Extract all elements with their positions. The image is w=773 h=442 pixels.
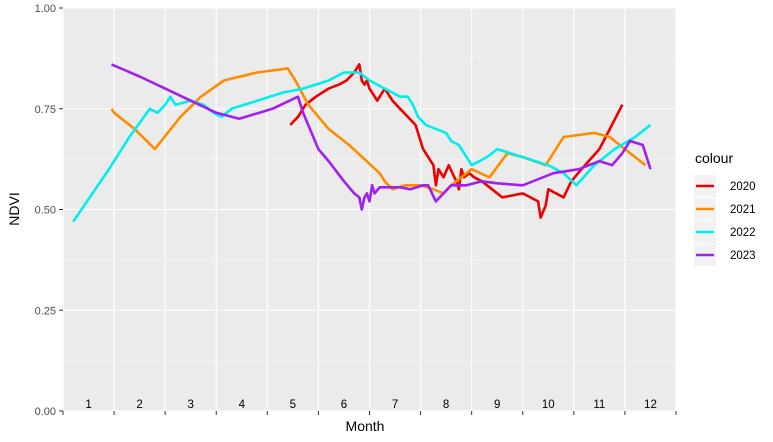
month-label: 5 <box>290 399 296 411</box>
legend-label-2022: 2022 <box>730 227 756 239</box>
month-label: 6 <box>341 399 347 411</box>
y-tick-label: 0.75 <box>35 104 56 116</box>
legend-label-2023: 2023 <box>730 250 756 262</box>
legend-title: colour <box>695 150 733 166</box>
series-line-2020 <box>289 63 624 219</box>
legend-label-2020: 2020 <box>730 181 756 193</box>
month-label: 11 <box>593 399 605 411</box>
month-label: 7 <box>392 399 398 411</box>
month-label: 9 <box>494 399 500 411</box>
month-label: 8 <box>443 399 449 411</box>
x-axis-title: Month <box>346 418 385 434</box>
y-tick-label: 0.50 <box>35 205 56 217</box>
month-labels: 1 2 3 4 5 6 7 8 9 10 11 12 <box>85 399 657 411</box>
legend: colour 2020 2021 2022 2023 <box>694 150 756 266</box>
y-tick-label: 0.25 <box>35 305 56 317</box>
legend-label-2021: 2021 <box>730 204 756 216</box>
series-lines <box>72 63 652 223</box>
y-tick-label: 1.00 <box>35 3 56 15</box>
series-line-2022 <box>72 71 652 223</box>
month-label: 10 <box>542 399 555 411</box>
y-tick-label: 0.00 <box>35 406 56 418</box>
month-label: 12 <box>644 399 657 411</box>
month-label: 1 <box>85 399 91 411</box>
month-label: 2 <box>136 399 142 411</box>
x-axis <box>62 411 677 415</box>
series-line-2023 <box>110 63 652 211</box>
y-axis-title: NDVI <box>6 192 22 225</box>
month-label: 4 <box>239 399 246 411</box>
month-label: 3 <box>188 399 194 411</box>
y-axis: 0.00 0.25 0.50 0.75 1.00 <box>35 3 63 418</box>
